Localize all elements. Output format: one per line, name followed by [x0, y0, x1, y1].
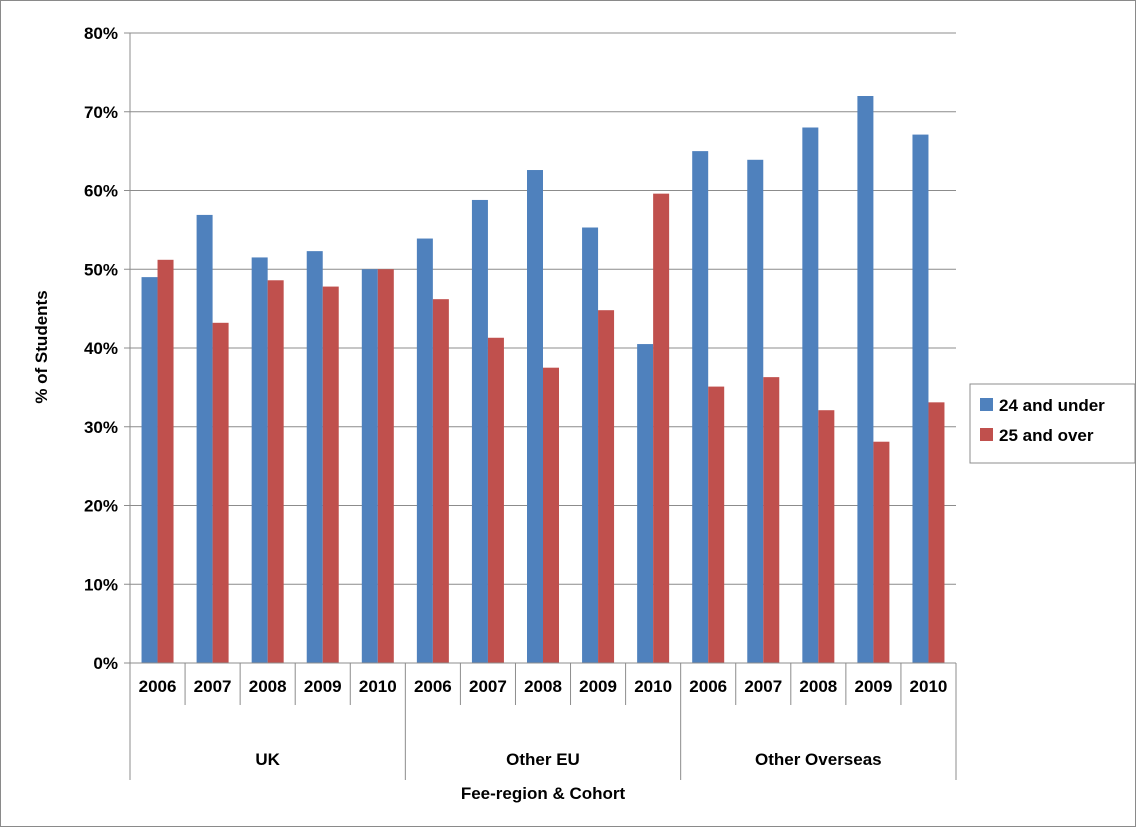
bar-24-and-under [857, 96, 874, 663]
x-tick-label: 2007 [469, 677, 507, 696]
x-tick-label: 2010 [634, 677, 672, 696]
bars [141, 96, 945, 663]
bar-24-and-under [582, 227, 599, 663]
y-tick-label: 50% [84, 260, 118, 279]
y-axis: 0% 10% 20% 30% 40% 50% 60% 70% 80% [84, 24, 131, 673]
bar-25-and-over [432, 299, 449, 663]
bar-25-and-over [928, 402, 945, 663]
x-axis: 2006 2007 2008 2009 2010 2006 2007 2008 2009 2010… [129, 662, 957, 780]
x-tick-label: 2010 [359, 677, 397, 696]
x-tick-label: 2010 [910, 677, 948, 696]
bar-25-and-over [487, 337, 504, 663]
y-tick-label: 20% [84, 497, 118, 516]
bar-24-and-under [141, 277, 158, 663]
bar-25-and-over [543, 367, 559, 663]
x-tick-label: 2007 [194, 677, 232, 696]
legend: 24 and under 25 and over [969, 383, 1136, 464]
x-tick-label: 2007 [744, 677, 782, 696]
x-tick-label: 2006 [414, 677, 452, 696]
bar-25-and-over [157, 259, 174, 663]
x-tick-label: 2009 [304, 677, 342, 696]
bar-24-and-under [692, 151, 709, 663]
y-tick-label: 0% [93, 654, 118, 673]
bar-25-and-over [267, 280, 284, 663]
bar-24-and-under [306, 251, 323, 663]
bar-24-and-under [747, 159, 764, 663]
bar-25-and-over [818, 410, 835, 663]
x-tick-label: 2006 [689, 677, 727, 696]
y-tick-label: 60% [84, 182, 118, 201]
bar-25-and-over [873, 441, 890, 663]
legend-box [969, 383, 1136, 464]
y-axis-title: % of Students [32, 290, 51, 403]
bar-25-and-over [377, 269, 394, 663]
x-group-label: UK [255, 750, 280, 769]
x-tick-label: 2008 [524, 677, 562, 696]
legend-label: 24 and under [999, 396, 1105, 415]
bar-25-and-over [653, 193, 670, 663]
bar-24-and-under [802, 127, 819, 663]
bar-25-and-over [763, 377, 780, 663]
bar-25-and-over [322, 286, 339, 663]
bar-25-and-over [212, 322, 229, 663]
x-axis-title: Fee-region & Cohort [461, 784, 626, 803]
bar-24-and-under [251, 257, 268, 663]
y-tick-label: 30% [84, 418, 118, 437]
y-tick-label: 10% [84, 575, 118, 594]
x-tick-label: 2009 [579, 677, 617, 696]
bar-25-and-over [708, 386, 725, 663]
bar-24-and-under [196, 214, 213, 663]
bar-25-and-over [598, 310, 615, 663]
x-tick-label: 2006 [139, 677, 177, 696]
legend-swatch [980, 398, 993, 411]
x-group-label: Other Overseas [755, 750, 882, 769]
x-tick-label: 2008 [799, 677, 837, 696]
x-tick-label: 2009 [854, 677, 892, 696]
bar-24-and-under [527, 170, 543, 663]
bar-24-and-under [361, 269, 378, 663]
x-tick-label: 2008 [249, 677, 287, 696]
x-group-label: Other EU [506, 750, 580, 769]
legend-label: 25 and over [999, 426, 1094, 445]
bar-24-and-under [637, 344, 654, 663]
bar-24-and-under [416, 238, 433, 663]
bar-24-and-under [912, 134, 929, 663]
legend-swatch [980, 428, 993, 441]
y-tick-label: 70% [84, 103, 118, 122]
y-tick-label: 80% [84, 24, 118, 43]
bar-24-and-under [471, 199, 488, 663]
y-tick-label: 40% [84, 339, 118, 358]
